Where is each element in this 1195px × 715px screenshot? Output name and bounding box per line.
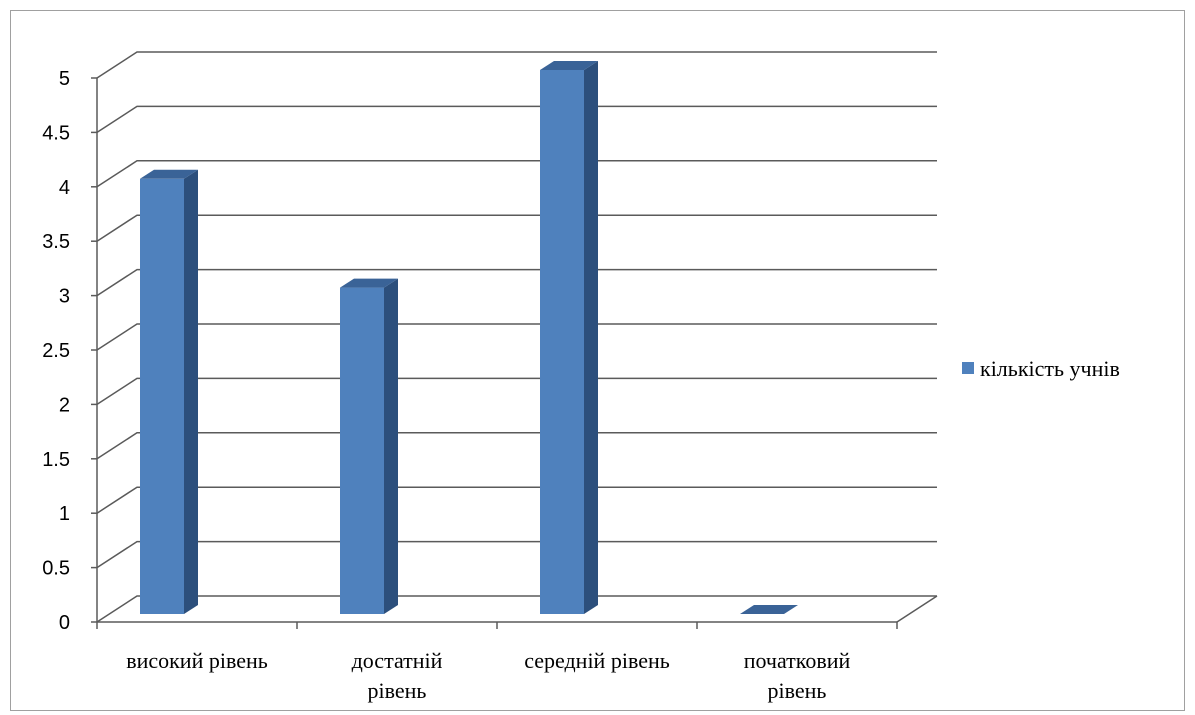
axes [91, 77, 898, 629]
bar [540, 61, 598, 614]
x-category-label: початковий рівень [744, 648, 851, 703]
y-tick-label: 0.5 [42, 558, 70, 580]
bar-top [340, 278, 398, 288]
bar-front [340, 287, 384, 614]
gridline [96, 486, 937, 514]
gridline [96, 432, 937, 460]
y-tick-label: 4 [59, 177, 70, 199]
y-tick-label: 3 [59, 286, 70, 308]
bar-side [584, 61, 598, 614]
x-category-label: високий рівень [126, 648, 268, 673]
x-category-label: достатній рівень [352, 648, 443, 703]
y-tick-label: 4.5 [42, 122, 70, 144]
bar-side [184, 169, 198, 615]
gridlines [96, 51, 938, 623]
bar [340, 278, 398, 614]
bar [140, 169, 198, 615]
bar [740, 605, 798, 614]
y-tick-label: 3.5 [42, 231, 70, 253]
gridline [96, 214, 937, 242]
bars [140, 61, 798, 615]
y-tick-label: 2 [59, 394, 70, 416]
y-tick-label: 1.5 [42, 449, 70, 471]
y-tick-label: 1 [59, 503, 70, 525]
bar-top [140, 169, 198, 179]
x-axis-categories: високий рівень достатній рівень середній рі… [126, 648, 850, 703]
legend-label: кількість учнів [980, 356, 1120, 381]
bar-side [384, 278, 398, 614]
gridline [96, 160, 937, 188]
y-axis-ticks: 0 0.5 1 1.5 2 2.5 3 3.5 4 4.5 5 [42, 68, 70, 634]
gridline [96, 377, 937, 406]
gridline [96, 105, 937, 134]
gridline [96, 268, 937, 297]
legend-swatch [962, 362, 974, 374]
legend: кількість учнів [962, 356, 1120, 381]
gridline [96, 323, 937, 351]
floor-edge [896, 595, 938, 623]
x-category-label: середній рівень [524, 648, 670, 673]
y-tick-label: 0 [59, 612, 70, 634]
bar-top [740, 605, 798, 614]
y-tick-label: 5 [59, 68, 70, 90]
bar-top [540, 61, 598, 70]
gridline [96, 540, 937, 569]
bar-front [540, 70, 584, 614]
gridline [96, 51, 937, 79]
y-tick-label: 2.5 [42, 340, 70, 362]
bar-front [140, 178, 184, 615]
gridline [96, 595, 937, 623]
